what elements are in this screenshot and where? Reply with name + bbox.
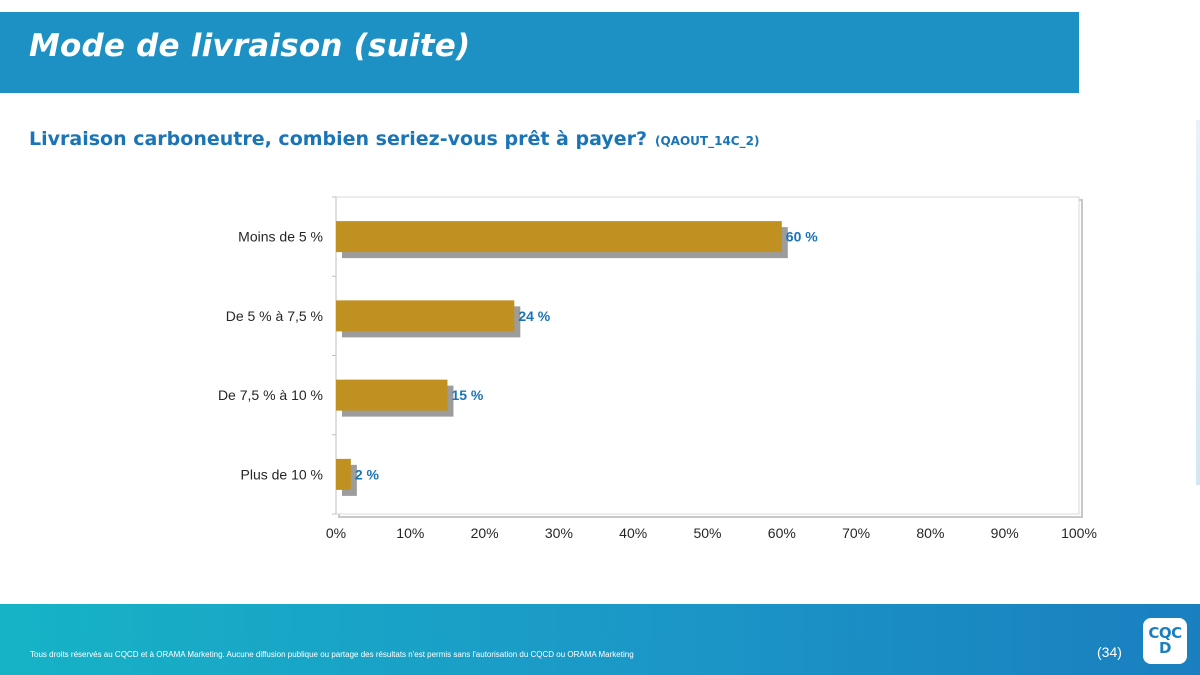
bar (336, 458, 351, 490)
question-text: Livraison carboneutre, combien seriez-vo… (29, 128, 647, 150)
x-tick-label: 10% (396, 525, 424, 541)
x-tick-label: 80% (916, 525, 944, 541)
bar (336, 221, 782, 253)
copyright-notice: Tous droits réservés au CQCD et à ORAMA … (30, 650, 634, 659)
page-title: Mode de livraison (suite) (29, 28, 471, 64)
x-tick-label: 20% (471, 525, 499, 541)
x-tick-label: 0% (326, 525, 346, 541)
x-tick-label: 70% (842, 525, 870, 541)
bar (336, 379, 448, 411)
x-tick-label: 40% (619, 525, 647, 541)
question-code: (QAOUT_14C_2) (654, 134, 760, 148)
category-label: Plus de 10 % (241, 466, 324, 482)
x-tick-label: 60% (768, 525, 796, 541)
x-tick-label: 90% (991, 525, 1019, 541)
x-tick-label: 100% (1061, 525, 1097, 541)
right-edge-accent (1196, 120, 1200, 485)
category-label: Moins de 5 % (238, 229, 323, 245)
cqcd-logo: CQCD (1143, 618, 1187, 664)
page-number: (34) (1097, 644, 1122, 660)
data-label: 24 % (518, 308, 550, 324)
data-label: 15 % (451, 387, 483, 403)
x-tick-label: 50% (693, 525, 721, 541)
category-label: De 5 % à 7,5 % (226, 308, 323, 324)
header-bar (0, 12, 1079, 93)
footer: Tous droits réservés au CQCD et à ORAMA … (0, 604, 1200, 675)
question-heading: Livraison carboneutre, combien seriez-vo… (29, 128, 759, 150)
bar-chart: Moins de 5 % 60 % De 5 % à 7,5 % 24 % De 7,5… (218, 196, 1097, 541)
x-tick-label: 30% (545, 525, 573, 541)
bar (336, 300, 515, 332)
category-label: De 7,5 % à 10 % (218, 387, 323, 403)
logo-text: CQCD (1148, 624, 1182, 657)
data-label: 60 % (786, 229, 818, 245)
data-label: 2 % (355, 466, 380, 482)
